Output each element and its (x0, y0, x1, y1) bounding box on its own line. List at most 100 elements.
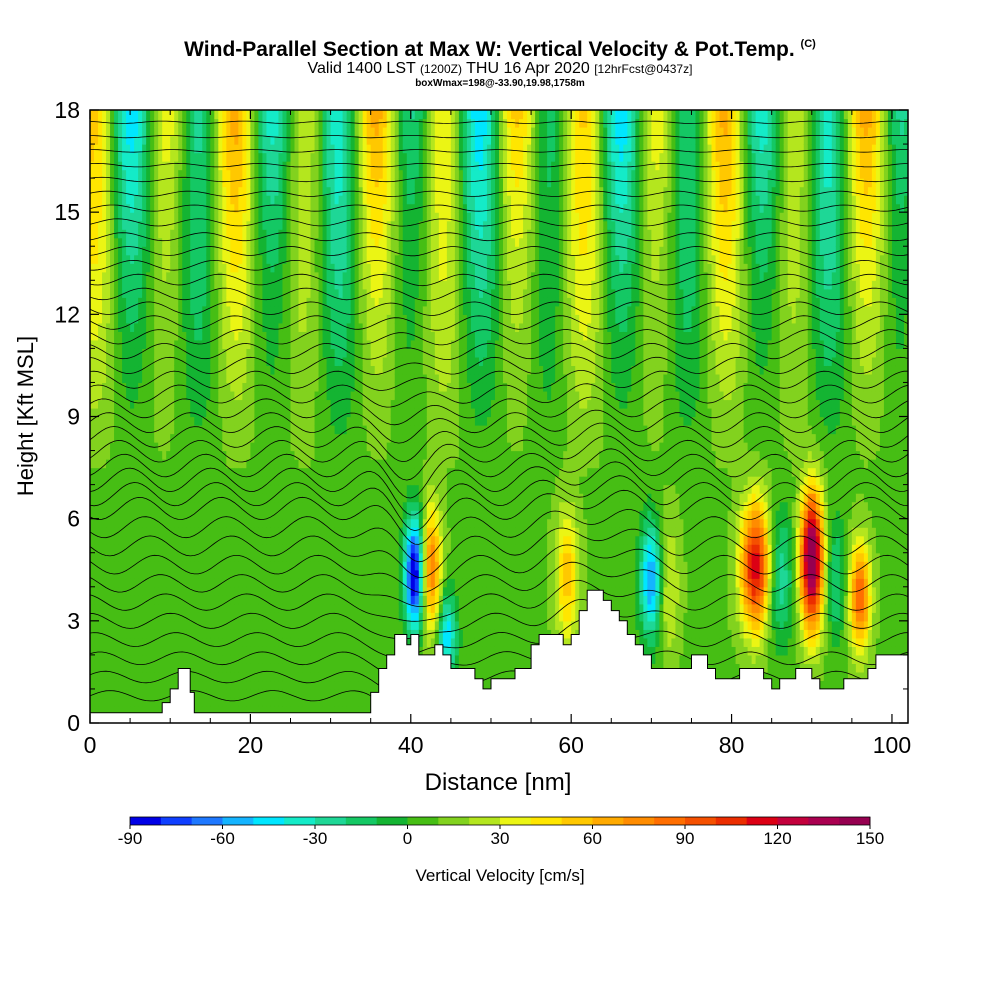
velocity-cell (162, 416, 167, 426)
velocity-cell (330, 663, 336, 673)
velocity-cell (234, 178, 239, 188)
velocity-cell (210, 322, 215, 332)
velocity-cell (262, 459, 268, 469)
velocity-cell (310, 118, 316, 128)
velocity-cell (358, 169, 364, 179)
velocity-cell (154, 280, 159, 290)
velocity-cell (122, 390, 127, 401)
velocity-cell (334, 331, 340, 341)
velocity-cell (158, 680, 163, 690)
velocity-cell (90, 314, 95, 324)
velocity-cell (186, 203, 191, 213)
velocity-cell (258, 680, 264, 690)
velocity-cell (238, 629, 243, 639)
velocity-cell (110, 254, 115, 264)
velocity-cell (94, 339, 99, 349)
velocity-cell (262, 697, 268, 707)
velocity-cell (270, 663, 276, 673)
velocity-cell (162, 195, 167, 205)
velocity-cell (310, 348, 316, 358)
velocity-cell (318, 484, 324, 494)
velocity-cell (202, 561, 207, 571)
velocity-cell (318, 186, 324, 196)
velocity-cell (278, 425, 284, 435)
velocity-cell (254, 612, 260, 622)
velocity-cell (362, 527, 368, 537)
velocity-cell (182, 152, 187, 162)
velocity-cell (250, 484, 255, 494)
velocity-cell (282, 680, 288, 690)
velocity-cell (362, 390, 368, 401)
velocity-cell (238, 297, 243, 307)
velocity-cell (282, 544, 288, 554)
velocity-cell (166, 288, 171, 298)
velocity-cell (314, 484, 320, 494)
velocity-cell (358, 518, 364, 528)
velocity-cell (322, 646, 328, 656)
velocity-cell (166, 169, 171, 179)
velocity-cell (202, 527, 207, 537)
velocity-cell (118, 305, 123, 315)
velocity-cell (158, 654, 163, 664)
velocity-cell (306, 331, 312, 341)
velocity-cell (238, 254, 243, 264)
velocity-cell (218, 476, 223, 486)
velocity-cell (102, 620, 107, 630)
velocity-cell (154, 288, 159, 298)
velocity-cell (278, 288, 284, 298)
velocity-cell (210, 697, 215, 707)
velocity-cell (218, 697, 223, 707)
velocity-cell (250, 135, 255, 145)
velocity-cell (346, 569, 352, 579)
velocity-cell (94, 356, 99, 367)
velocity-cell (338, 433, 344, 443)
velocity-cell (234, 314, 239, 324)
velocity-cell (114, 254, 119, 264)
velocity-cell (174, 578, 179, 588)
velocity-cell (178, 186, 183, 196)
velocity-cell (138, 612, 143, 622)
velocity-cell (90, 246, 95, 256)
velocity-cell (150, 271, 155, 281)
velocity-cell (238, 433, 243, 443)
velocity-cell (190, 314, 195, 324)
velocity-cell (198, 271, 203, 281)
velocity-cell (206, 603, 211, 613)
velocity-cell (154, 382, 159, 392)
velocity-cell (270, 527, 276, 537)
velocity-cell (258, 484, 264, 494)
velocity-cell (166, 246, 171, 256)
velocity-cell (158, 314, 163, 324)
velocity-cell (210, 314, 215, 324)
velocity-cell (198, 425, 203, 435)
velocity-cell (158, 382, 163, 392)
velocity-cell (134, 425, 139, 435)
velocity-cell (258, 416, 264, 426)
velocity-cell (298, 407, 304, 418)
velocity-cell (334, 467, 340, 477)
velocity-cell (234, 186, 239, 196)
velocity-cell (126, 280, 131, 290)
velocity-cell (218, 127, 223, 137)
velocity-cell (330, 450, 336, 460)
velocity-cell (338, 314, 344, 324)
velocity-cell (282, 127, 288, 137)
velocity-cell (98, 535, 103, 545)
velocity-cell (322, 493, 328, 503)
velocity-cell (322, 612, 328, 622)
velocity-cell (174, 569, 179, 579)
velocity-cell (250, 118, 255, 128)
velocity-cell (210, 416, 215, 426)
velocity-cell (186, 467, 191, 477)
velocity-cell (258, 544, 264, 554)
velocity-cell (134, 612, 139, 622)
velocity-cell (234, 663, 239, 673)
velocity-cell (194, 620, 199, 630)
velocity-cell (222, 544, 227, 554)
velocity-cell (238, 399, 243, 409)
velocity-cell (182, 135, 187, 145)
velocity-cell (106, 178, 111, 188)
velocity-cell (362, 271, 368, 281)
velocity-cell (102, 382, 107, 392)
velocity-cell (246, 322, 251, 332)
